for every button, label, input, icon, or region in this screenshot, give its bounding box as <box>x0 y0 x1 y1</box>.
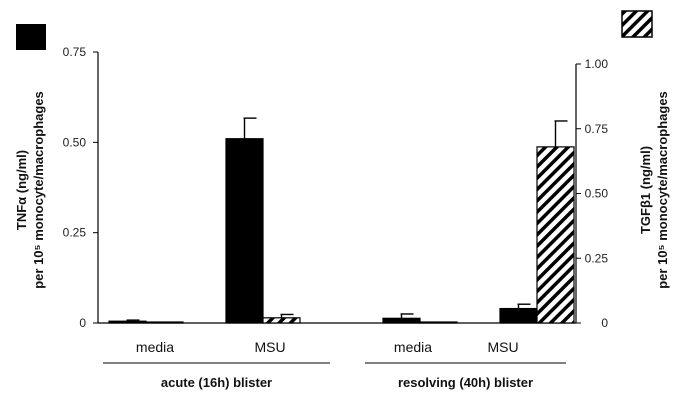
right-tick-label: 0 <box>601 316 608 330</box>
legend-swatch-tgf <box>621 10 653 38</box>
right-axis-label-2: per 10⁵ monocyte/macrophages <box>655 91 670 289</box>
right-tick-label: 1.00 <box>585 57 609 71</box>
legend-swatch-tnf <box>16 24 46 50</box>
right-tick-label: 0.25 <box>585 251 609 265</box>
category-label: media <box>136 339 174 355</box>
group-label: resolving (40h) blister <box>398 375 533 390</box>
left-tick-label: 0.75 <box>63 45 87 59</box>
group-label: acute (16h) blister <box>161 375 272 390</box>
left-tick-label: 0.25 <box>63 226 87 240</box>
bar-tnf <box>382 317 421 324</box>
bar-tgf <box>145 321 184 324</box>
left-axis-label-2: per 10⁵ monocyte/macrophages <box>31 91 46 289</box>
left-axis-label-1: TNFα (ng/ml) <box>14 150 29 230</box>
right-axis-label-1: TGFβ1 (ng/ml) <box>638 146 653 234</box>
right-tick-label: 0.75 <box>585 122 609 136</box>
bar-tnf <box>108 320 147 324</box>
right-tick-label: 0.50 <box>585 187 609 201</box>
category-label: MSU <box>487 339 518 355</box>
bar-tgf <box>536 146 575 324</box>
bar-tnf <box>225 138 264 324</box>
bar-tgf <box>419 321 458 324</box>
bar-tgf <box>262 317 301 324</box>
category-label: MSU <box>254 339 285 355</box>
category-label: media <box>394 339 432 355</box>
left-tick-label: 0 <box>79 316 86 330</box>
left-tick-label: 0.50 <box>63 135 87 149</box>
bar-tnf <box>499 307 538 324</box>
